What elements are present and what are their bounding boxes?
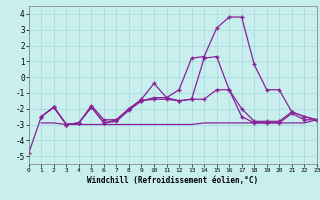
X-axis label: Windchill (Refroidissement éolien,°C): Windchill (Refroidissement éolien,°C) — [87, 176, 258, 185]
